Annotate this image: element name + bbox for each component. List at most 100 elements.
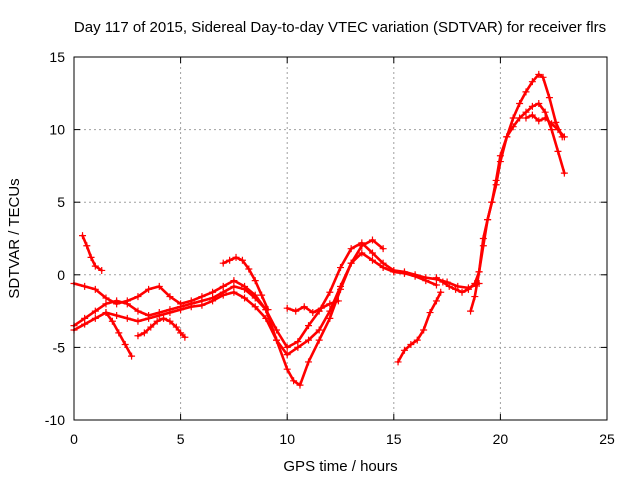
data-point xyxy=(439,278,447,286)
data-point xyxy=(426,309,434,317)
data-point xyxy=(83,242,91,250)
data-point xyxy=(379,264,387,272)
data-point xyxy=(305,336,313,344)
grid xyxy=(74,57,607,420)
data-point xyxy=(232,253,240,261)
data-point xyxy=(102,294,110,302)
data-point xyxy=(123,297,131,305)
data-point xyxy=(326,288,334,296)
data-point xyxy=(554,126,562,134)
series-track-12 xyxy=(522,111,568,141)
data-point xyxy=(379,245,387,253)
data-point xyxy=(535,99,543,107)
data-point xyxy=(337,285,344,293)
data-point xyxy=(309,309,317,317)
data-point xyxy=(113,300,121,308)
data-point xyxy=(91,285,99,293)
x-tick-label: 15 xyxy=(386,431,402,447)
y-axis-title: SDTVAR / TECUs xyxy=(6,178,23,298)
data-point xyxy=(432,281,440,289)
data-point xyxy=(245,265,253,273)
data-point xyxy=(305,358,313,366)
data-point xyxy=(294,343,302,351)
data-point xyxy=(251,303,259,311)
x-tick-label: 5 xyxy=(177,431,185,447)
data-point xyxy=(251,277,259,285)
data-point xyxy=(422,277,430,285)
data-point xyxy=(509,114,517,122)
data-point xyxy=(219,259,227,267)
data-point xyxy=(326,300,334,308)
data-point xyxy=(134,293,142,301)
data-point xyxy=(241,294,249,302)
data-point xyxy=(496,158,504,166)
data-point xyxy=(552,118,560,126)
data-point xyxy=(484,216,492,224)
data-point xyxy=(155,311,163,319)
data-point xyxy=(115,329,123,337)
data-point xyxy=(545,94,553,102)
data-point xyxy=(475,268,483,276)
data-point xyxy=(347,245,355,253)
chart-title: Day 117 of 2015, Sidereal Day-to-day VTE… xyxy=(74,19,606,36)
data-point xyxy=(219,282,227,290)
y-tick-label: 15 xyxy=(49,49,65,65)
x-axis-title: GPS time / hours xyxy=(283,458,397,475)
x-tick-label: 25 xyxy=(599,431,615,447)
data-point xyxy=(539,73,547,81)
data-point xyxy=(273,336,281,344)
series-track-4 xyxy=(79,232,106,274)
data-point xyxy=(283,351,291,359)
data-point xyxy=(471,293,479,301)
data-point xyxy=(172,323,180,331)
series-line xyxy=(136,317,187,339)
data-point xyxy=(87,253,95,261)
data-point xyxy=(241,282,249,290)
data-point xyxy=(283,304,291,312)
data-point xyxy=(358,249,366,257)
plot-frame xyxy=(73,56,608,421)
data-point xyxy=(390,268,398,276)
data-point xyxy=(153,317,161,325)
data-point xyxy=(226,256,234,264)
data-point xyxy=(464,285,472,293)
data-point xyxy=(128,352,136,360)
data-point xyxy=(145,285,153,293)
data-point xyxy=(560,169,568,177)
data-point xyxy=(315,336,323,344)
series-track-3 xyxy=(70,236,387,389)
data-point xyxy=(177,329,185,337)
data-point xyxy=(91,307,99,315)
data-point xyxy=(535,117,543,125)
data-point xyxy=(394,358,402,366)
x-tick-label: 20 xyxy=(493,431,509,447)
data-point xyxy=(452,285,460,293)
series-track-11 xyxy=(467,99,568,315)
data-point xyxy=(140,329,148,337)
y-tick-label: 10 xyxy=(49,122,65,138)
data-point xyxy=(290,377,298,385)
data-point xyxy=(181,333,189,341)
data-point xyxy=(407,340,415,348)
data-point xyxy=(219,291,227,299)
data-point xyxy=(528,111,536,119)
data-point xyxy=(134,317,142,325)
series-track-9 xyxy=(394,288,445,366)
data-point xyxy=(479,235,487,242)
series-track-10 xyxy=(432,70,566,296)
series-track-8 xyxy=(283,297,342,317)
data-point xyxy=(317,304,325,312)
data-point xyxy=(400,346,408,354)
data-point xyxy=(368,236,376,244)
data-point xyxy=(98,266,106,274)
data-point xyxy=(123,314,131,322)
data-point xyxy=(467,307,475,315)
data-point xyxy=(145,314,153,322)
data-point xyxy=(264,306,272,314)
data-point xyxy=(560,133,568,141)
data-point xyxy=(358,242,366,250)
data-point xyxy=(528,78,536,86)
data-point xyxy=(198,301,206,309)
data-point xyxy=(238,256,246,264)
data-point xyxy=(541,114,549,122)
